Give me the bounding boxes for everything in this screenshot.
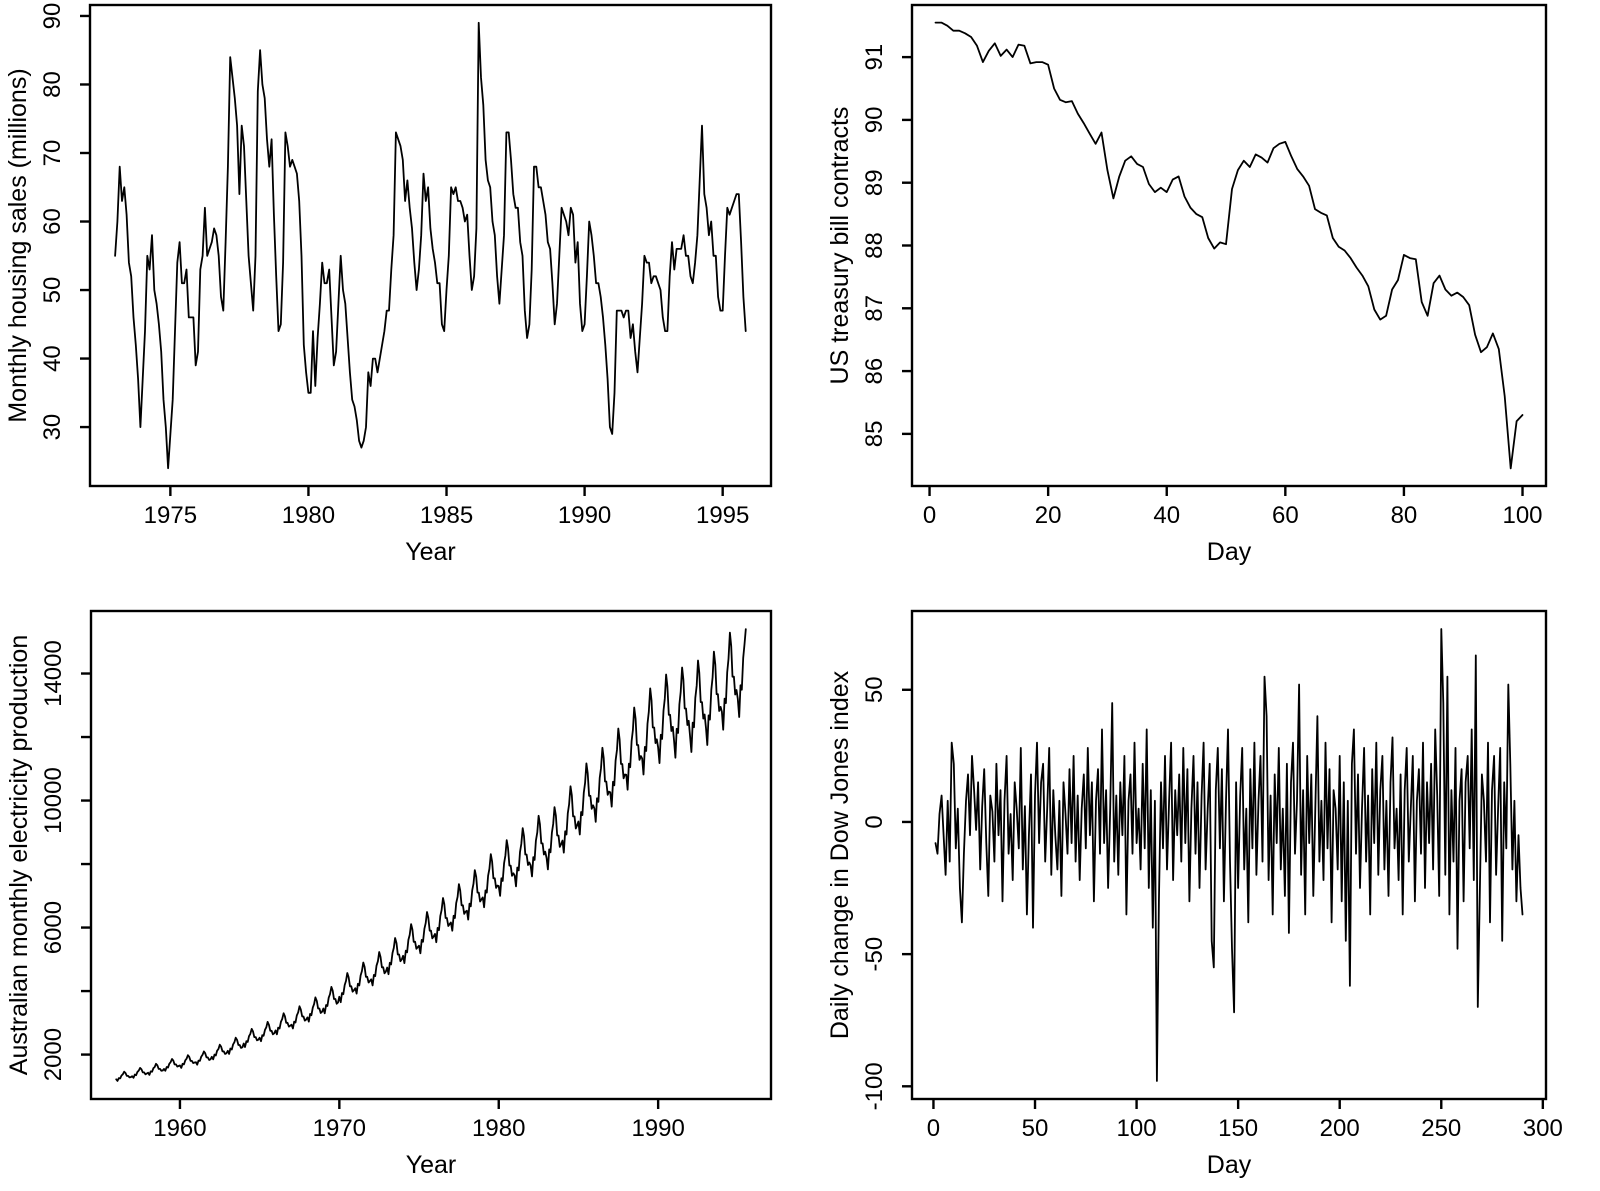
chart-monthly-housing-sales: 1975 1980 1985 1990 1995 30 40 50 60 70 80 90 Year Mo… bbox=[4, 3, 773, 566]
x-tick-label: 200 bbox=[1320, 1115, 1360, 1142]
y-tick-label: 85 bbox=[861, 421, 888, 448]
x-tick-label: 0 bbox=[927, 1115, 940, 1142]
y-tick-label: -50 bbox=[861, 937, 888, 972]
chart-dow-jones-daily-change: 0 50 100 150 200 250 300 -100 -50 0 50 Day Daily cha… bbox=[826, 609, 1563, 1179]
y-tick-label: 2000 bbox=[40, 1028, 67, 1081]
x-tick-label: 60 bbox=[1272, 502, 1299, 529]
y-tick-label: 0 bbox=[861, 815, 888, 828]
x-tick-label: 1995 bbox=[696, 502, 749, 529]
x-tick-label: 1980 bbox=[472, 1115, 525, 1142]
y-tick-label: 87 bbox=[861, 295, 888, 322]
series-line bbox=[115, 628, 747, 1082]
chart-us-treasury-bill-contracts: 0 20 40 60 80 100 85 86 87 88 89 90 91 Day US treasury… bbox=[826, 3, 1548, 566]
x-tick-label: 1990 bbox=[631, 1115, 684, 1142]
x-tick-label: 1960 bbox=[153, 1115, 206, 1142]
y-tick-label: 50 bbox=[861, 676, 888, 703]
x-tick-label: 50 bbox=[1022, 1115, 1049, 1142]
x-tick-label: 1985 bbox=[420, 502, 473, 529]
y-tick-label: 89 bbox=[861, 169, 888, 196]
y-tick-label: 90 bbox=[39, 3, 66, 30]
x-tick-label: 1990 bbox=[558, 502, 611, 529]
y-tick-label: 50 bbox=[39, 277, 66, 304]
plot-box bbox=[910, 609, 1548, 1101]
x-axis-title: Day bbox=[1207, 538, 1252, 566]
x-axis-title: Day bbox=[1207, 1151, 1252, 1179]
chart-australian-electricity-production: 1960 1970 1980 1990 2000 6000 10000 14000 Year Au… bbox=[5, 609, 773, 1179]
y-tick-label: 88 bbox=[861, 232, 888, 259]
y-tick-label: 86 bbox=[861, 358, 888, 385]
series-line bbox=[114, 21, 747, 470]
plot-box bbox=[910, 3, 1548, 488]
y-tick-label: 91 bbox=[861, 44, 888, 71]
x-tick-label: 100 bbox=[1117, 1115, 1157, 1142]
x-tick-label: 100 bbox=[1502, 502, 1542, 529]
y-tick-label: 6000 bbox=[40, 901, 67, 954]
y-tick-label: 90 bbox=[861, 107, 888, 134]
x-tick-label: 1975 bbox=[144, 502, 197, 529]
y-axis-title: Australian monthly electricity productio… bbox=[5, 635, 33, 1075]
x-tick-label: 1970 bbox=[313, 1115, 366, 1142]
y-tick-label: 10000 bbox=[40, 767, 67, 834]
y-tick-label: 60 bbox=[39, 208, 66, 235]
x-tick-label: 250 bbox=[1421, 1115, 1461, 1142]
y-tick-label: -100 bbox=[861, 1062, 888, 1110]
x-tick-label: 80 bbox=[1391, 502, 1418, 529]
x-tick-label: 1980 bbox=[282, 502, 335, 529]
y-tick-label: 30 bbox=[39, 414, 66, 441]
plot-box bbox=[89, 609, 773, 1101]
series-line bbox=[934, 21, 1524, 470]
y-tick-label: 80 bbox=[39, 71, 66, 98]
x-tick-label: 0 bbox=[923, 502, 936, 529]
series-line bbox=[934, 628, 1524, 1082]
x-tick-label: 150 bbox=[1218, 1115, 1258, 1142]
x-tick-label: 300 bbox=[1523, 1115, 1563, 1142]
x-tick-label: 40 bbox=[1153, 502, 1180, 529]
y-axis-title: Monthly housing sales (millions) bbox=[4, 68, 32, 422]
x-axis-title: Year bbox=[406, 1151, 457, 1179]
y-axis-title: US treasury bill contracts bbox=[826, 107, 854, 385]
y-axis-title: Daily change in Dow Jones index bbox=[826, 670, 854, 1039]
y-tick-label: 70 bbox=[39, 140, 66, 167]
y-tick-label: 40 bbox=[39, 345, 66, 372]
x-axis-title: Year bbox=[405, 538, 456, 566]
x-tick-label: 20 bbox=[1035, 502, 1062, 529]
y-tick-label: 14000 bbox=[40, 640, 67, 707]
plot-box bbox=[88, 3, 773, 488]
